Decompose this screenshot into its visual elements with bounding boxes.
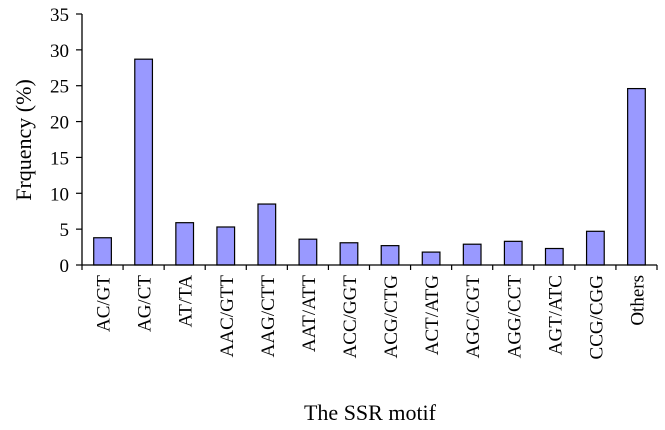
bar-act-atg bbox=[421, 251, 441, 266]
x-tick-label: CCG/CGG bbox=[586, 275, 607, 360]
x-tick-label: Others bbox=[627, 275, 648, 326]
bar-aat-att bbox=[298, 238, 318, 266]
x-axis-title: The SSR motif bbox=[304, 400, 437, 425]
x-tick-label: AAG/CTT bbox=[258, 275, 279, 358]
bar-agg-cct bbox=[503, 240, 523, 266]
bar-acc-ggt bbox=[339, 242, 359, 266]
x-tick-label: AGC/CGT bbox=[463, 275, 484, 359]
y-axis-ticks: 0 5 10 15 20 25 30 35 bbox=[50, 5, 82, 277]
bar-agc-cgt bbox=[462, 243, 482, 266]
x-axis-ticks bbox=[81, 265, 658, 270]
bar-at-ta bbox=[175, 222, 195, 266]
y-axis-title: Frquency (%) bbox=[11, 79, 36, 201]
bar-aac-gtt bbox=[216, 226, 236, 266]
y-tick-label: 0 bbox=[60, 256, 70, 277]
x-tick-label: ACT/ATG bbox=[422, 275, 443, 356]
x-axis-tick-labels: AC/GT AG/CT AT/TA AAC/GTT AAG/CTT AAT/ATT ACC/… bbox=[94, 275, 649, 360]
x-tick-label: AC/GT bbox=[94, 275, 115, 332]
y-tick-label: 35 bbox=[50, 5, 69, 26]
x-tick-label: AGT/ATC bbox=[545, 275, 566, 355]
bar-agt-atc bbox=[544, 247, 564, 266]
bar-aag-ctt bbox=[257, 203, 277, 266]
x-tick-label: AGG/CCT bbox=[504, 275, 525, 359]
x-tick-label: ACC/GGT bbox=[340, 275, 361, 359]
x-tick-label: AAC/GTT bbox=[217, 275, 238, 358]
y-tick-label: 10 bbox=[50, 184, 69, 205]
y-tick-label: 15 bbox=[50, 148, 69, 169]
y-tick-label: 25 bbox=[50, 77, 69, 98]
bars bbox=[93, 58, 646, 266]
x-tick-label: AAT/ATT bbox=[299, 275, 320, 352]
bar-acg-ctg bbox=[380, 245, 400, 266]
x-tick-label: AT/TA bbox=[176, 275, 197, 328]
x-tick-label: ACG/CTG bbox=[381, 275, 402, 359]
y-tick-label: 30 bbox=[50, 41, 69, 62]
bar-others bbox=[627, 87, 646, 266]
x-tick-label: AG/CT bbox=[135, 275, 156, 332]
bar-ac-gt bbox=[93, 237, 112, 266]
y-tick-label: 5 bbox=[60, 220, 70, 241]
bar-ccg-cgg bbox=[585, 230, 605, 266]
y-tick-label: 20 bbox=[50, 113, 69, 134]
bar-ag-ct bbox=[134, 58, 154, 266]
